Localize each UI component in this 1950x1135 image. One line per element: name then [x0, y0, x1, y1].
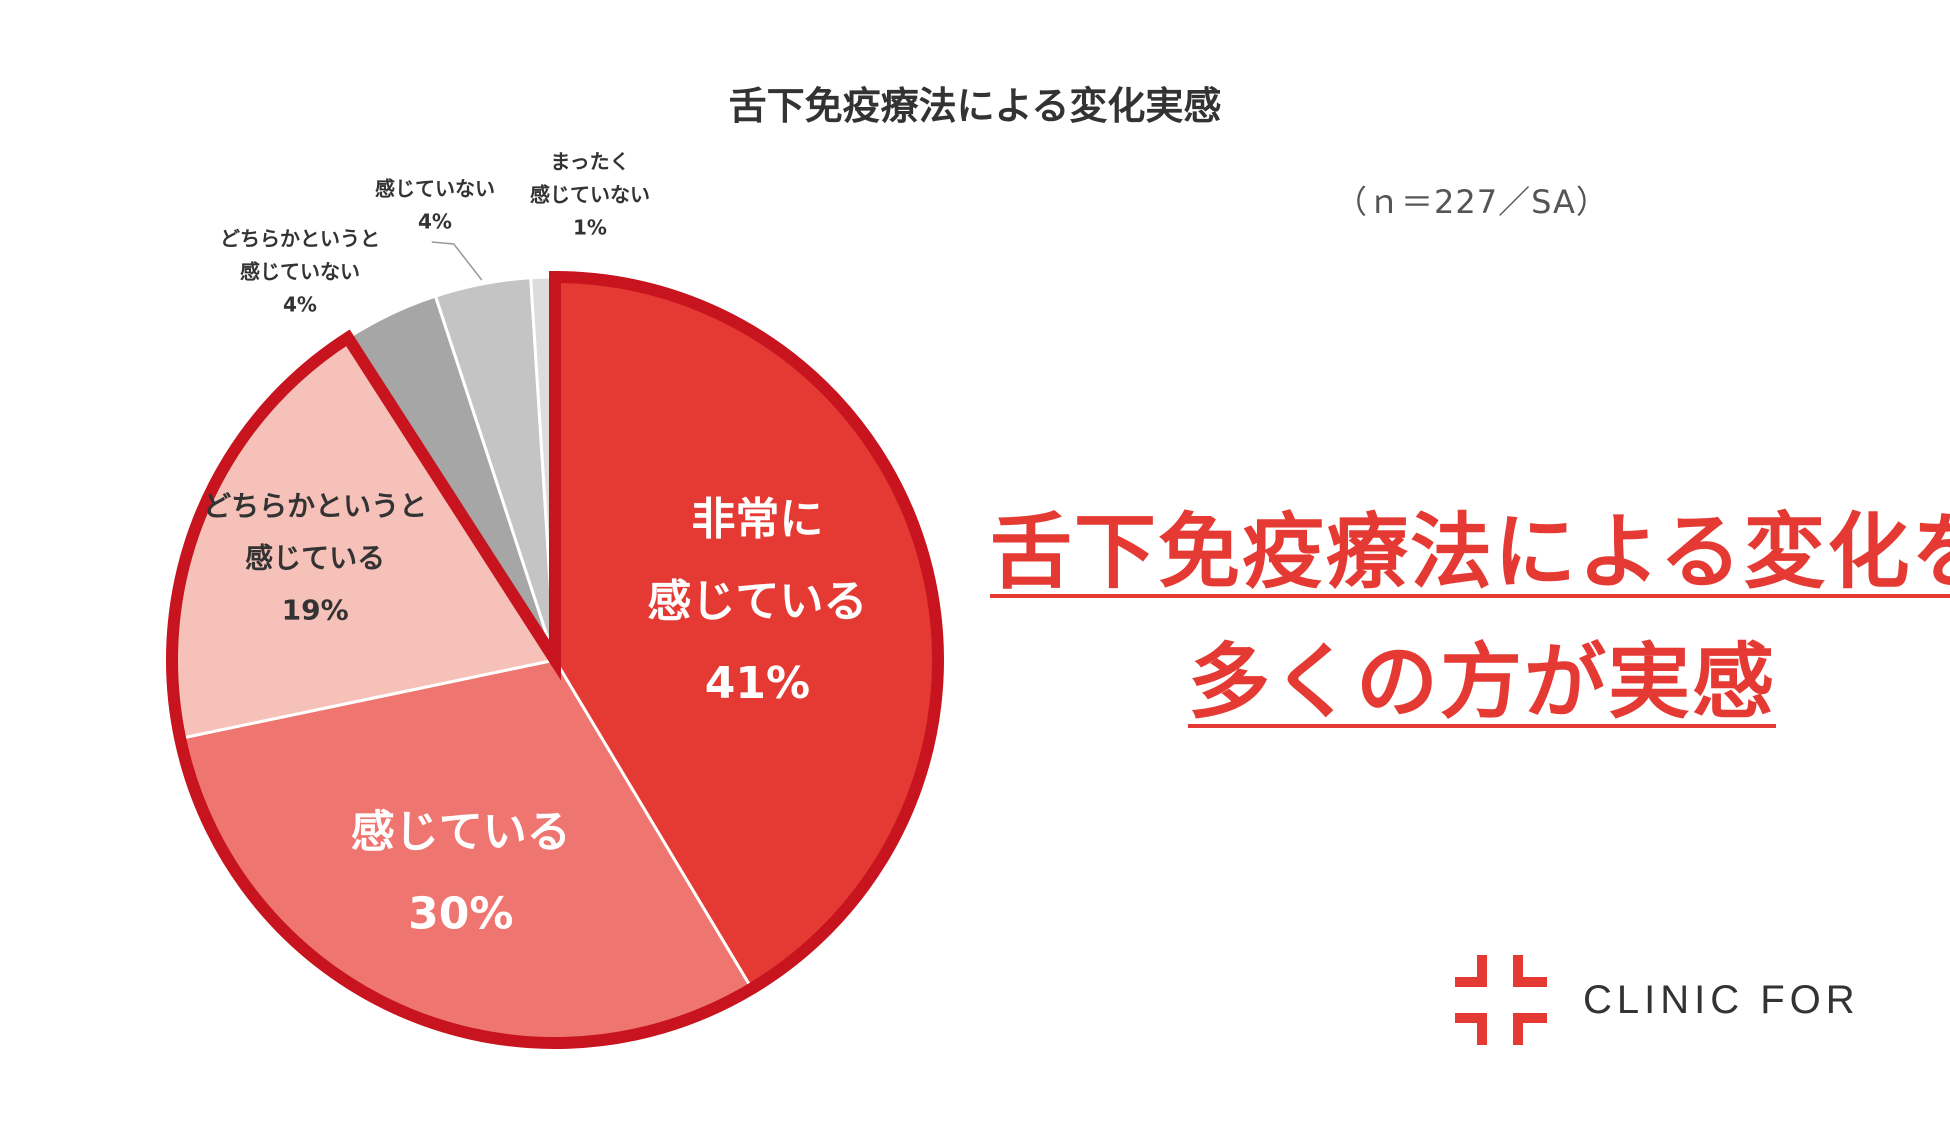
slice-5-name-label: 感じていない: [375, 177, 495, 201]
slice-3-value-label: 19%: [282, 594, 349, 627]
slice-5-value-label: 4%: [418, 210, 452, 234]
chart-title: 舌下免疫療法による変化実感: [728, 84, 1222, 128]
slice-4-name-label: 感じていない: [240, 260, 360, 284]
highlight-outline: [166, 270, 944, 1049]
slice-4-name-label: どちらかというと: [220, 227, 380, 251]
slice-6-value-label: 1%: [573, 216, 607, 240]
headline-line-1: 舌下免疫療法による変化を: [990, 505, 1950, 600]
slice-4-value-label: 4%: [283, 293, 317, 317]
slice-1-value-label: 41%: [705, 658, 810, 709]
slice-2-value-label: 30%: [408, 888, 513, 939]
clinic-cross-icon: [1455, 955, 1547, 1045]
slice-1-name-label: 非常に: [691, 494, 823, 545]
clinic-for-logo: CLINIC FOR: [1455, 955, 1860, 1045]
logo-text: CLINIC FOR: [1583, 977, 1860, 1022]
slice-3-name-label: どちらかというと: [203, 490, 427, 523]
slice-1-name-label: 感じている: [647, 576, 867, 627]
slice-6-name-label: 感じていない: [530, 183, 650, 207]
sample-size-note: （ｎ＝227／SA）: [1335, 183, 1609, 221]
slice-6-name-label: まったく: [550, 150, 629, 174]
slice-2-name-label: 感じている: [351, 806, 571, 857]
leader-line: [431, 241, 483, 281]
slice-3-name-label: 感じている: [245, 542, 385, 575]
headline-line-2: 多くの方が実感: [1188, 635, 1777, 730]
